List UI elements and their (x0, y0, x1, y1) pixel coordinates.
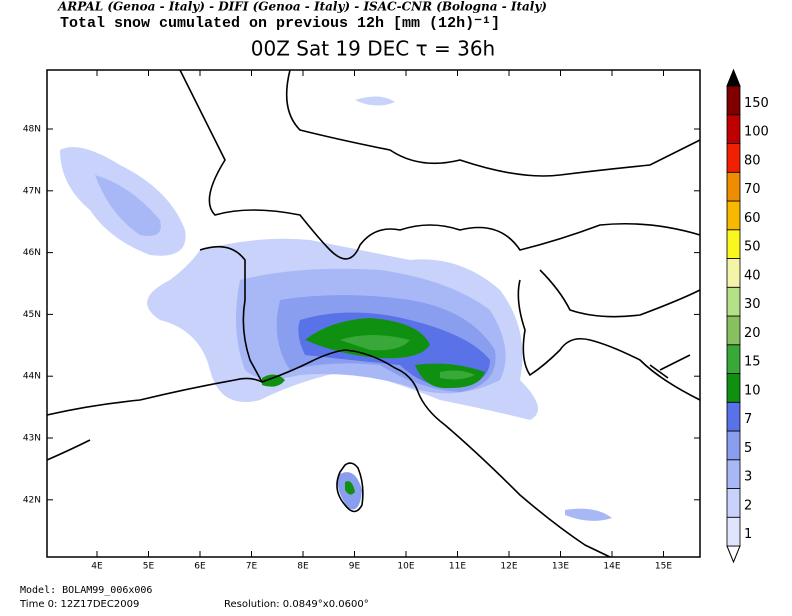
colorbar-box (726, 258, 741, 288)
lon-label: 11E (449, 562, 466, 572)
colorbar-box (726, 229, 741, 259)
colorbar-label: 5 (744, 441, 752, 456)
colorbar-label: 20 (744, 326, 761, 341)
resolution: Resolution: 0.0849°x0.0600° (224, 599, 369, 610)
map (46, 69, 701, 558)
colorbar-box (726, 171, 741, 202)
lon-label: 13E (552, 562, 569, 572)
lat-label: 48N (23, 125, 41, 135)
colorbar-box (726, 373, 741, 403)
colorbar-box (726, 286, 741, 317)
lon-label: 10E (397, 562, 414, 572)
colorbar-box (726, 516, 741, 547)
colorbar-box (726, 401, 741, 432)
lon-label: 14E (603, 562, 620, 572)
colorbar-arrow (726, 68, 741, 87)
colorbar-box (726, 344, 741, 374)
lat-label: 42N (23, 495, 41, 505)
colorbar-label: 100 (744, 125, 769, 140)
title: 00Z Sat 19 DEC τ = 36h (251, 37, 495, 61)
colorbar-label: 60 (744, 211, 761, 226)
colorbar-label: 7 (744, 412, 752, 427)
colorbar-label: 10 (744, 383, 761, 398)
model: Model: BOLAM99_006x006 (20, 585, 152, 596)
colorbar-box (726, 430, 741, 461)
colorbar-box (726, 143, 741, 173)
colorbar-box (726, 200, 741, 231)
lon-label: 6E (194, 562, 206, 572)
borders (179, 69, 701, 383)
colorbar-label: 2 (744, 498, 752, 513)
lon-label: 12E (500, 562, 517, 572)
lon-label: 8E (297, 562, 309, 572)
lat-label: 46N (23, 248, 41, 258)
colorbar-box (726, 114, 741, 144)
colorbar-label: 1 (744, 527, 752, 542)
lat-label: 45N (23, 310, 41, 320)
colorbar-box (726, 85, 741, 116)
lat-label: 44N (23, 372, 41, 382)
colorbar-label: 40 (744, 268, 761, 283)
lat-label: 47N (23, 186, 41, 196)
lon-label: 7E (246, 562, 258, 572)
colorbar-box (726, 459, 741, 489)
lon-label: 5E (143, 562, 155, 572)
lon-label: 9E (349, 562, 361, 572)
colorbar-label: 50 (744, 240, 761, 255)
colorbar-label: 80 (744, 153, 761, 168)
colorbar-box (726, 488, 741, 518)
colorbar: 1 2 3 5 7 10 15 20 30 40 50 60 70 80 100 150 (726, 68, 769, 564)
colorbar-label: 70 (744, 182, 761, 197)
time: Time 0: 12Z17DEC2009 (19, 599, 139, 610)
colorbar-arrow (726, 545, 741, 564)
colorbar-label: 30 (744, 297, 761, 312)
colorbar-label: 150 (744, 96, 769, 111)
subtitle: Total snow cumulated on previous 12h [mm… (60, 15, 500, 32)
credits: ARPAL (Genoa - Italy) - DIFI (Genoa - It… (57, 0, 547, 14)
colorbar-label: 15 (744, 355, 761, 370)
lon-label: 4E (91, 562, 103, 572)
lon-label: 15E (655, 562, 672, 572)
coastlines (46, 279, 701, 558)
colorbar-box (726, 315, 741, 346)
lat-label: 43N (23, 434, 41, 444)
colorbar-label: 3 (744, 470, 752, 485)
